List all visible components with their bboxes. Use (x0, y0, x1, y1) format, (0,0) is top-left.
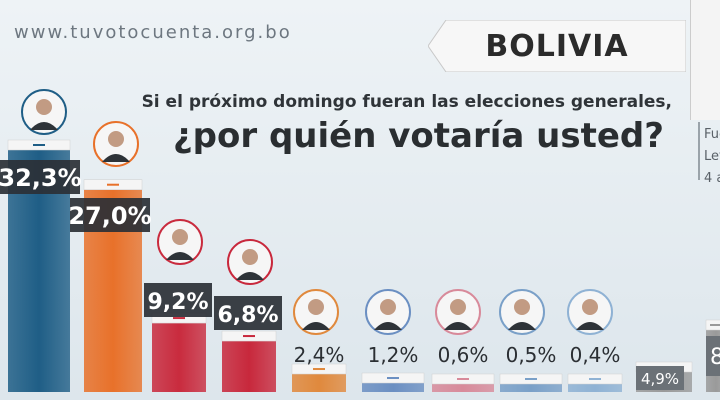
source-line-1: Fue (704, 127, 720, 142)
candidate-portrait-3 (157, 219, 203, 265)
portrait-face-2 (108, 131, 124, 147)
bar-6 (362, 383, 424, 392)
value-label-11: 8 (710, 345, 720, 370)
portrait-body-1 (30, 122, 58, 130)
country-banner: BOLIVIA (427, 19, 687, 73)
value-label-box-3 (144, 283, 212, 317)
value-label-7: 0,6% (438, 343, 489, 367)
value-label-8: 0,5% (506, 343, 557, 367)
value-label-5: 2,4% (294, 343, 345, 367)
bar-cap-mark-1 (33, 144, 45, 146)
bar-group-4: 6,8% (214, 239, 282, 392)
value-label-9: 0,4% (570, 343, 621, 367)
candidate-portrait-9 (567, 289, 613, 335)
portrait-face-9 (582, 299, 598, 315)
bar-cap-mark-8 (525, 378, 537, 380)
value-label-box-11 (706, 336, 720, 376)
portrait-body-3 (166, 252, 194, 260)
bar-3 (152, 323, 206, 392)
candidate-portrait-2 (93, 121, 139, 167)
bar-4 (222, 341, 276, 392)
candidate-portrait-8 (499, 289, 545, 335)
bar-9 (568, 384, 622, 392)
portrait-face-4 (242, 249, 258, 265)
bar-cap-mark-7 (457, 378, 469, 380)
portrait-body-6 (374, 322, 402, 330)
portrait-body-2 (102, 154, 130, 162)
bar-group-1: 32,3% (0, 89, 82, 392)
value-label-6: 1,2% (368, 343, 419, 367)
subquestion: Si el próximo domingo fueran las eleccio… (141, 92, 672, 112)
bar-cap-mark-2 (107, 183, 119, 186)
source-divider (698, 122, 700, 180)
portrait-body-4 (236, 272, 264, 280)
bar-cap-mark-4 (243, 335, 255, 338)
bar-8 (500, 384, 562, 392)
bar-group-8: 0,5% (499, 289, 563, 392)
bar-group-6: 1,2% (361, 289, 425, 392)
value-label-10: 4,9% (641, 370, 679, 388)
website-url: www.tuvotocuenta.org.bo (14, 22, 292, 43)
portrait-face-3 (172, 229, 188, 245)
value-label-box-4 (214, 296, 282, 330)
bar-cap-mark-9 (589, 378, 601, 380)
portrait-face-5 (308, 299, 324, 315)
source-line-2: Lev (704, 149, 720, 164)
candidate-portrait-4 (227, 239, 273, 285)
logo-edge (690, 0, 720, 120)
portrait-body-9 (576, 322, 604, 330)
bar-cap-mark-3 (173, 317, 185, 320)
candidate-portrait-7 (435, 289, 481, 335)
value-label-3: 9,2% (147, 290, 208, 315)
bar-group-3: 9,2% (144, 219, 212, 392)
bar-group-10: 4,9% (635, 361, 693, 392)
value-label-box-2 (70, 198, 150, 232)
question-title: ¿por quién votaría usted? (172, 116, 664, 156)
value-label-box-10 (636, 366, 684, 390)
bar-group-7: 0,6% (431, 289, 495, 392)
candidate-portrait-5 (293, 289, 339, 335)
bar-group-11: 8 (705, 319, 720, 392)
value-label-2: 27,0% (68, 202, 151, 230)
bar-cap-mark-11 (710, 324, 720, 326)
source-line-3: 4 a (704, 171, 720, 186)
bar-7 (432, 384, 494, 392)
country-title: BOLIVIA (485, 28, 629, 64)
portrait-face-1 (36, 99, 52, 115)
portrait-face-8 (514, 299, 530, 315)
bar-cap-mark-6 (387, 377, 399, 380)
portrait-body-5 (302, 322, 330, 330)
portrait-body-8 (508, 322, 536, 330)
source-note: Fue Lev 4 a (704, 124, 720, 190)
value-label-box-1 (0, 160, 80, 194)
candidate-portrait-1 (21, 89, 67, 135)
bar-group-9: 0,4% (567, 289, 623, 392)
portrait-face-6 (380, 299, 396, 315)
bar-5 (292, 374, 346, 392)
bar-group-5: 2,4% (291, 289, 347, 392)
value-label-1: 32,3% (0, 164, 82, 192)
bar-cap-mark-5 (313, 368, 325, 371)
portrait-face-7 (450, 299, 466, 315)
value-label-4: 6,8% (217, 303, 278, 328)
portrait-body-7 (444, 322, 472, 330)
candidate-portrait-6 (365, 289, 411, 335)
bar-group-2: 27,0% (68, 121, 152, 392)
